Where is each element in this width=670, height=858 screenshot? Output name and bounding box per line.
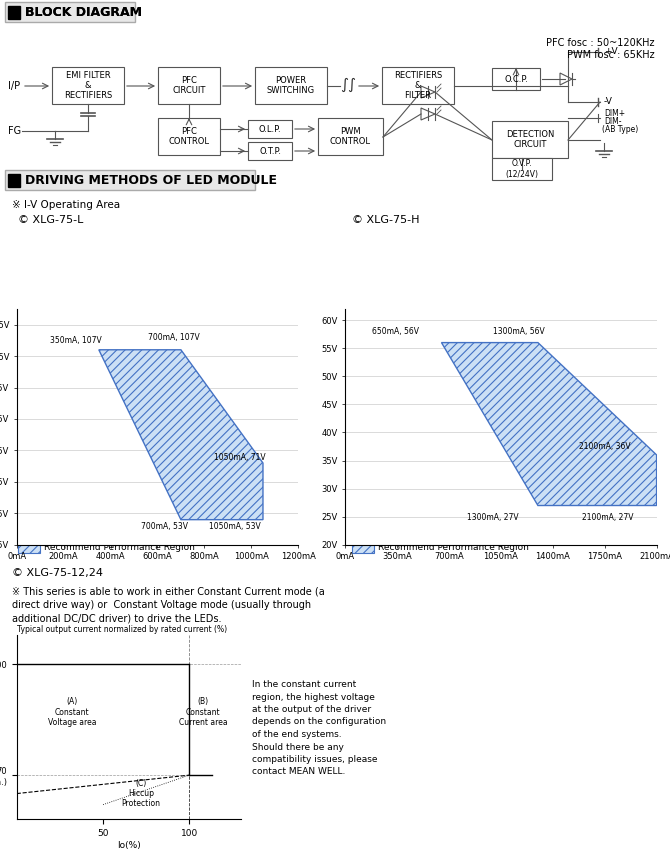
Text: EMI FILTER
&
RECTIFIERS: EMI FILTER & RECTIFIERS [64,70,112,100]
Text: I/P: I/P [8,81,20,91]
Text: (A)
Constant
Voltage area: (A) Constant Voltage area [48,698,96,728]
Text: ∫∫: ∫∫ [340,77,356,93]
Bar [8,6,20,18]
Text: O.L.P.: O.L.P. [259,124,281,134]
Text: 700mA, 53V: 700mA, 53V [141,523,188,531]
Text: (C)
Hiccup
Protection: (C) Hiccup Protection [121,779,161,808]
Text: PFC fosc : 50~120KHz
PWM fosc : 65KHz: PFC fosc : 50~120KHz PWM fosc : 65KHz [547,38,655,59]
Polygon shape [99,350,263,520]
Polygon shape [421,108,435,120]
FancyBboxPatch shape [158,118,220,155]
FancyBboxPatch shape [248,142,292,160]
Text: 1300mA, 27V: 1300mA, 27V [467,512,519,522]
FancyBboxPatch shape [382,67,454,104]
FancyBboxPatch shape [255,67,327,104]
FancyBboxPatch shape [352,543,374,553]
FancyBboxPatch shape [318,118,383,155]
Text: DIM-: DIM- [604,118,622,126]
Text: In the constant current
region, the highest voltage
at the output of the driver
: In the constant current region, the high… [252,680,386,776]
Text: Typical output current normalized by rated current (%): Typical output current normalized by rat… [17,625,227,634]
Text: O.T.P.: O.T.P. [259,147,281,155]
Text: 1050mA, 53V: 1050mA, 53V [209,523,261,531]
Text: © XLG-75-H: © XLG-75-H [352,215,419,225]
Text: (B)
Constant
Current area: (B) Constant Current area [179,698,228,728]
Text: 2100mA, 27V: 2100mA, 27V [582,512,634,522]
Text: PFC
CIRCUIT: PFC CIRCUIT [172,76,206,95]
Text: ※ This series is able to work in either Constant Current mode (a
direct drive wa: ※ This series is able to work in either … [12,587,325,624]
FancyBboxPatch shape [248,120,292,138]
Text: 1300mA, 56V: 1300mA, 56V [493,327,545,336]
Text: PWM
CONTROL: PWM CONTROL [330,127,371,146]
Text: DIM+: DIM+ [604,110,625,118]
Text: DRIVING METHODS OF LED MODULE: DRIVING METHODS OF LED MODULE [25,173,277,186]
Text: O.V.P.
(12/24V): O.V.P. (12/24V) [505,160,539,178]
Text: © XLG-75-L: © XLG-75-L [18,215,83,225]
Text: RECTIFIERS
&
FILTER: RECTIFIERS & FILTER [394,70,442,100]
Text: POWER
SWITCHING: POWER SWITCHING [267,76,315,95]
Text: 350mA, 107V: 350mA, 107V [50,336,101,346]
Text: O.C.P.: O.C.P. [504,75,528,83]
Text: -V: -V [604,98,613,106]
Polygon shape [560,73,572,85]
Bar [5,2,135,22]
Text: Recommend Performance Region: Recommend Performance Region [378,543,529,553]
Text: DETECTION
CIRCUIT: DETECTION CIRCUIT [506,130,554,149]
FancyBboxPatch shape [492,158,552,180]
Text: FG: FG [8,126,21,136]
Bar [8,174,20,187]
Bar [5,170,255,190]
FancyBboxPatch shape [18,543,40,553]
Text: 650mA, 56V: 650mA, 56V [372,327,419,336]
Text: 2100mA, 36V: 2100mA, 36V [580,443,631,451]
Text: BLOCK DIAGRAM: BLOCK DIAGRAM [25,5,142,19]
Text: Recommend Performance Region: Recommend Performance Region [44,543,195,553]
FancyBboxPatch shape [52,67,124,104]
Polygon shape [421,86,435,98]
Text: PFC
CONTROL: PFC CONTROL [168,127,210,146]
X-axis label: Io(%): Io(%) [117,841,141,850]
Text: © XLG-75-12,24: © XLG-75-12,24 [12,568,103,578]
Text: 1050mA, 71V: 1050mA, 71V [214,453,265,462]
Polygon shape [442,342,657,505]
FancyBboxPatch shape [492,121,568,158]
Text: BLOCK DIAGRAM: BLOCK DIAGRAM [25,5,142,19]
Bar [8,6,20,19]
Text: 700mA, 107V: 700mA, 107V [148,334,200,342]
Text: (AB Type): (AB Type) [602,125,639,135]
FancyBboxPatch shape [158,67,220,104]
Text: ※ I-V Operating Area: ※ I-V Operating Area [12,200,120,210]
Text: +V: +V [604,47,618,57]
FancyBboxPatch shape [492,68,540,90]
